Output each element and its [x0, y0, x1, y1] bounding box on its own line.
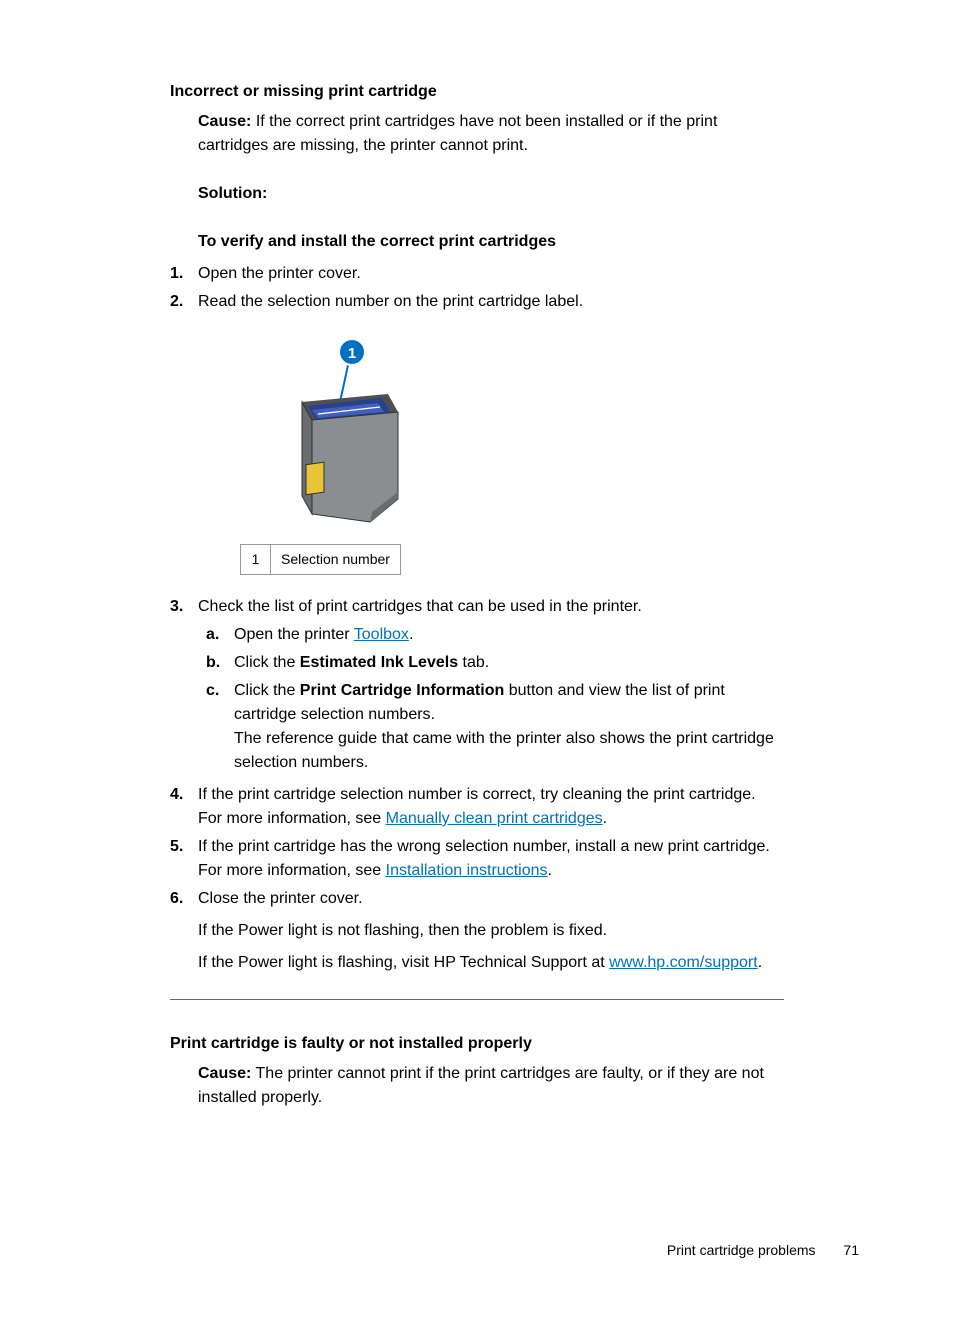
sub-content: Click the Print Cartridge Information bu… [234, 679, 784, 775]
cause-label: Cause: [198, 113, 251, 130]
step-content: Check the list of print cartridges that … [198, 595, 784, 779]
legend-num: 1 [241, 545, 271, 575]
page-content: Incorrect or missing print cartridge Cau… [170, 80, 784, 1110]
step-num: 2. [170, 290, 198, 314]
sub-steps: a. Open the printer Toolbox. b. Click th… [198, 623, 784, 775]
sub-content: Open the printer Toolbox. [234, 623, 784, 647]
figure-legend-table: 1 Selection number [240, 544, 401, 575]
sub-letter: c. [206, 679, 234, 775]
section2-heading: Print cartridge is faulty or not install… [170, 1032, 784, 1056]
step-text: Read the selection number on the print c… [198, 290, 784, 314]
steps-list: 1. Open the printer cover. 2. Read the s… [170, 262, 784, 314]
step-2: 2. Read the selection number on the prin… [170, 290, 784, 314]
sub-step-b: b. Click the Estimated Ink Levels tab. [198, 651, 784, 675]
step-num: 3. [170, 595, 198, 779]
para-not-flashing: If the Power light is not flashing, then… [198, 919, 784, 943]
step-text: Check the list of print cartridges that … [198, 598, 642, 615]
sub-letter: a. [206, 623, 234, 647]
step-num: 1. [170, 262, 198, 286]
step-content: If the print cartridge selection number … [198, 783, 784, 831]
clean-cartridges-link[interactable]: Manually clean print cartridges [386, 810, 603, 827]
step-num: 4. [170, 783, 198, 831]
section-divider [170, 999, 784, 1000]
figure: 1 1 Selection number [240, 334, 784, 575]
sub-content: Click the Estimated Ink Levels tab. [234, 651, 784, 675]
bold-text: Print Cartridge Information [300, 682, 504, 699]
page-footer: Print cartridge problems 71 [667, 1240, 859, 1261]
cartridge-side [302, 402, 312, 514]
section1-cause: Cause: If the correct print cartridges h… [198, 110, 784, 158]
verify-heading: To verify and install the correct print … [198, 230, 784, 254]
hp-support-link[interactable]: www.hp.com/support [609, 954, 758, 971]
step-text: Close the printer cover. [198, 887, 784, 911]
step-num: 5. [170, 835, 198, 883]
step-3: 3. Check the list of print cartridges th… [170, 595, 784, 779]
toolbox-link[interactable]: Toolbox [354, 626, 409, 643]
sub-step-c: c. Click the Print Cartridge Information… [198, 679, 784, 775]
sub-letter: b. [206, 651, 234, 675]
step-6: 6. Close the printer cover. [170, 887, 784, 911]
para-flashing: If the Power light is flashing, visit HP… [198, 951, 784, 975]
step-4: 4. If the print cartridge selection numb… [170, 783, 784, 831]
cause-label: Cause: [198, 1065, 251, 1082]
section2-cause: Cause: The printer cannot print if the p… [198, 1062, 784, 1110]
cartridge-chip [306, 462, 324, 495]
step-content: If the print cartridge has the wrong sel… [198, 835, 784, 883]
footer-text: Print cartridge problems [667, 1242, 816, 1258]
cause-text: If the correct print cartridges have not… [198, 113, 717, 154]
step-1: 1. Open the printer cover. [170, 262, 784, 286]
legend-label: Selection number [271, 545, 401, 575]
cartridge-illustration: 1 [240, 334, 450, 544]
step-5: 5. If the print cartridge has the wrong … [170, 835, 784, 883]
sub-step-a: a. Open the printer Toolbox. [198, 623, 784, 647]
bold-text: Estimated Ink Levels [300, 654, 458, 671]
step-text: Open the printer cover. [198, 262, 784, 286]
step-num: 6. [170, 887, 198, 911]
callout-num: 1 [348, 345, 356, 362]
cause-text: The printer cannot print if the print ca… [198, 1065, 764, 1106]
steps-list-cont: 3. Check the list of print cartridges th… [170, 595, 784, 911]
table-row: 1 Selection number [241, 545, 401, 575]
section1-heading: Incorrect or missing print cartridge [170, 80, 784, 104]
solution-label: Solution: [198, 182, 784, 206]
installation-link[interactable]: Installation instructions [386, 862, 548, 879]
sub-line2: The reference guide that came with the p… [234, 727, 784, 775]
page-number: 71 [843, 1242, 859, 1258]
